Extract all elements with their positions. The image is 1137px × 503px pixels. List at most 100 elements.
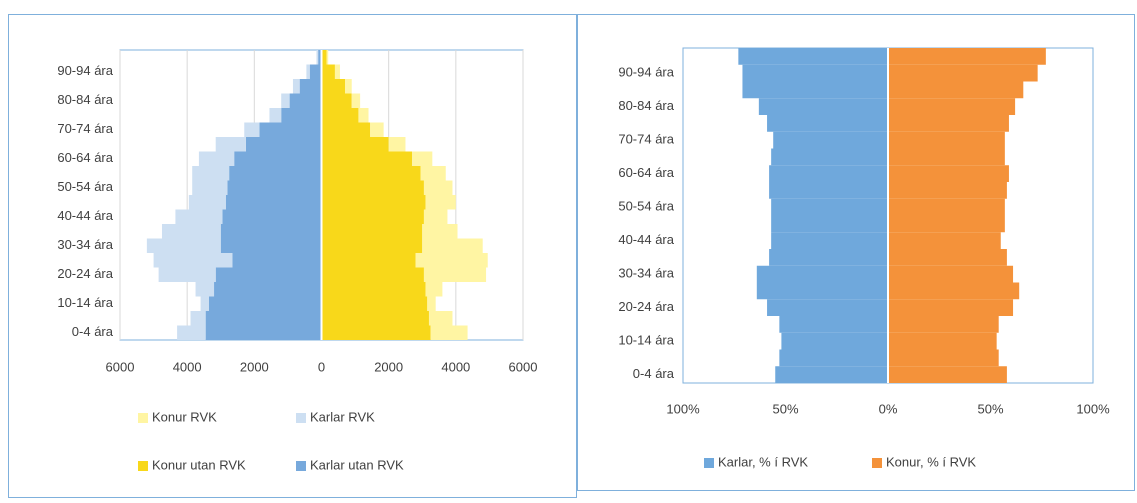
- bar: [358, 108, 369, 123]
- bar: [756, 282, 888, 300]
- bar: [423, 209, 448, 224]
- bar: [321, 325, 431, 340]
- bar: [321, 195, 426, 210]
- bar: [321, 137, 389, 152]
- legend-label: Karlar, % í RVK: [718, 454, 808, 469]
- bar: [775, 366, 888, 383]
- bar: [192, 166, 230, 181]
- bar: [321, 238, 423, 253]
- bar: [742, 64, 888, 82]
- legend-swatch: [138, 461, 148, 471]
- bar: [215, 137, 246, 152]
- bar: [888, 232, 1001, 249]
- bar: [771, 148, 888, 166]
- bar: [345, 79, 352, 94]
- y-tick-label: 40-44 ára: [57, 208, 113, 223]
- bar: [244, 122, 260, 137]
- bar: [316, 50, 319, 65]
- bar: [370, 122, 384, 137]
- bar: [888, 131, 1005, 149]
- bar: [321, 267, 424, 282]
- bar: [321, 108, 359, 123]
- bar: [321, 93, 352, 108]
- bar: [198, 151, 235, 166]
- bar: [321, 282, 426, 297]
- legend-swatch: [704, 458, 714, 468]
- bar: [321, 180, 424, 195]
- x-tick-label: 4000: [441, 359, 470, 374]
- bar: [192, 180, 228, 195]
- bar: [215, 267, 322, 282]
- bar: [321, 50, 327, 65]
- bar: [779, 349, 888, 367]
- bar: [175, 209, 223, 224]
- y-tick-label: 70-74 ára: [57, 121, 113, 136]
- bar: [158, 267, 216, 282]
- bar: [779, 316, 888, 333]
- bar: [888, 265, 1014, 283]
- bar: [888, 215, 1005, 233]
- bar: [326, 50, 329, 65]
- bar: [227, 180, 322, 195]
- y-tick-label: 20-24 ára: [618, 299, 674, 314]
- y-tick-label: 10-14 ára: [57, 295, 113, 310]
- legend-label: Konur utan RVK: [152, 457, 246, 472]
- y-tick-label: 0-4 ára: [633, 366, 675, 381]
- bar: [888, 98, 1016, 115]
- bar: [321, 224, 423, 239]
- bar: [161, 224, 221, 239]
- bar: [888, 64, 1038, 82]
- x-tick-label: 4000: [173, 359, 202, 374]
- bar: [888, 198, 1005, 216]
- y-tick-label: 30-34 ára: [618, 266, 674, 281]
- bar: [190, 311, 206, 326]
- bar: [321, 296, 428, 311]
- bar: [259, 122, 322, 137]
- y-tick-label: 90-94 ára: [618, 65, 674, 80]
- legend-swatch: [138, 413, 148, 423]
- y-tick-label: 0-4 ára: [72, 324, 114, 339]
- bar: [292, 79, 300, 94]
- bar: [234, 151, 322, 166]
- x-tick-label: 50%: [772, 401, 798, 416]
- legend-swatch: [872, 458, 882, 468]
- bar: [888, 81, 1024, 99]
- bar: [269, 108, 282, 123]
- bar: [771, 215, 888, 233]
- legend-swatch: [296, 413, 306, 423]
- bar: [888, 349, 999, 367]
- bar: [309, 64, 322, 79]
- x-tick-label: 2000: [240, 359, 269, 374]
- bar: [430, 325, 468, 340]
- bar: [229, 166, 322, 181]
- bar: [888, 316, 999, 333]
- bar: [888, 282, 1020, 300]
- bar: [351, 93, 361, 108]
- bar: [769, 182, 888, 199]
- bar: [769, 249, 888, 266]
- bar: [888, 332, 997, 350]
- x-tick-label: 50%: [977, 401, 1003, 416]
- bar: [888, 48, 1046, 65]
- bar: [306, 64, 310, 79]
- bar: [388, 137, 406, 152]
- bar: [321, 79, 346, 94]
- y-tick-label: 60-64 ára: [57, 150, 113, 165]
- bar: [225, 195, 322, 210]
- bar: [888, 299, 1014, 316]
- bar: [420, 166, 446, 181]
- bar: [245, 137, 322, 152]
- bar: [423, 180, 453, 195]
- bar: [321, 122, 371, 137]
- bar: [232, 253, 322, 268]
- legend-label: Karlar RVK: [310, 409, 375, 424]
- bar: [412, 151, 433, 166]
- y-tick-label: 50-54 ára: [57, 179, 113, 194]
- y-tick-label: 60-64 ára: [618, 165, 674, 180]
- y-tick-label: 20-24 ára: [57, 266, 113, 281]
- y-tick-label: 50-54 ára: [618, 199, 674, 214]
- x-tick-label: 100%: [666, 401, 700, 416]
- bar: [769, 165, 888, 182]
